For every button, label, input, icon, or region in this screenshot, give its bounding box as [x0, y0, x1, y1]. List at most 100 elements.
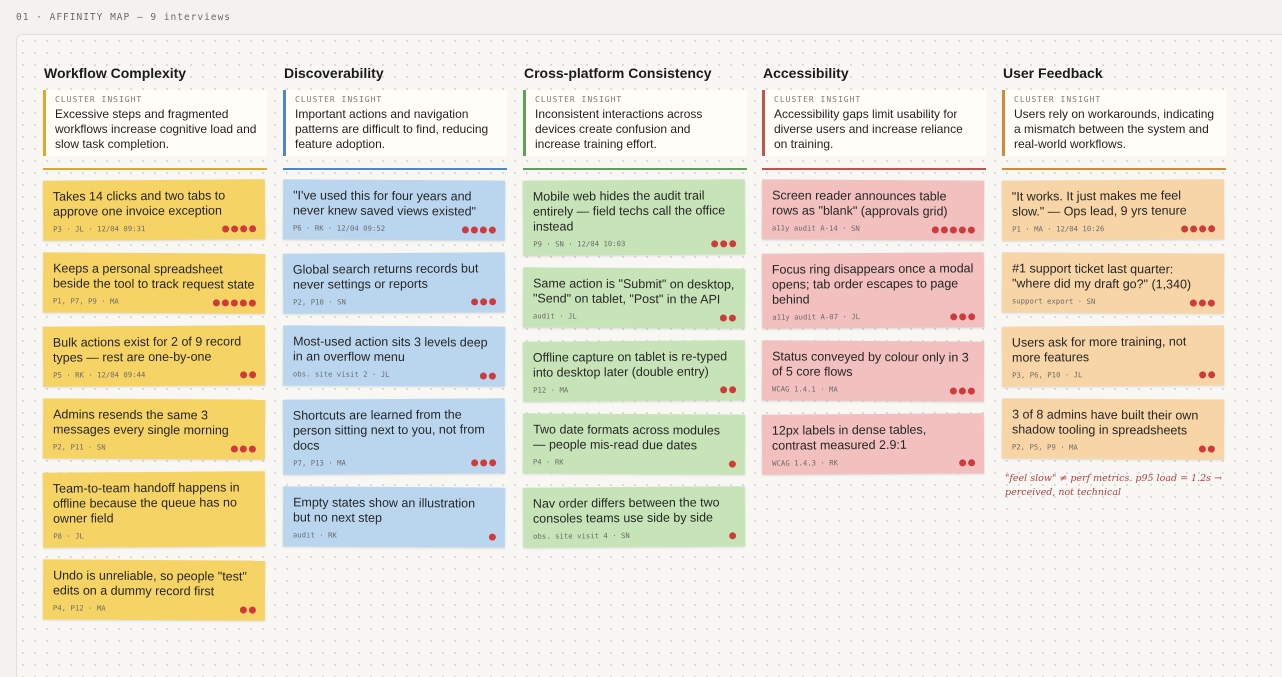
vote-dot — [1207, 370, 1216, 379]
sticky-note[interactable]: Screen reader announces table rows as "b… — [761, 179, 985, 241]
cluster-insight[interactable]: CLUSTER INSIGHT Users rely on workaround… — [1002, 90, 1226, 156]
sticky-note[interactable]: Same action is "Submit" on desktop, "Sen… — [522, 267, 746, 329]
note-meta: WCAG 1.4.1 · MA — [771, 384, 838, 394]
note-text: Bulk actions exist for 2 of 9 record typ… — [52, 334, 242, 365]
vote-dots — [461, 225, 496, 234]
vote-dot — [479, 458, 488, 467]
note-meta: P2, P10 · SN — [293, 297, 346, 307]
insight-label: CLUSTER INSIGHT — [774, 95, 862, 104]
note-meta: P4, P12 · MA — [52, 603, 106, 613]
sticky-note[interactable]: 3 of 8 admins have built their own shado… — [1001, 398, 1225, 460]
vote-dot — [967, 312, 976, 321]
vote-dot — [1189, 298, 1197, 307]
sticky-note[interactable]: Team-to-team handoff happens in offline … — [42, 471, 266, 548]
vote-dot — [958, 226, 966, 234]
vote-dot — [221, 224, 230, 233]
cluster-accessibility: Accessibility CLUSTER INSIGHT Accessibil… — [761, 65, 986, 487]
vote-dots — [949, 386, 975, 395]
sticky-note[interactable]: Global search returns records but never … — [282, 252, 506, 314]
sticky-note[interactable]: Most-used action sits 3 levels deep in a… — [282, 325, 506, 387]
insight-label: CLUSTER INSIGHT — [535, 95, 623, 104]
note-text: Global search returns records but never … — [292, 261, 479, 292]
sticky-note[interactable]: Bulk actions exist for 2 of 9 record typ… — [42, 325, 266, 387]
note-meta: a11y audit A-07 · JL — [772, 312, 861, 322]
note-text: "I've used this for four years and never… — [292, 188, 477, 219]
note-meta: support export · SN — [1011, 296, 1096, 306]
note-text: Most-used action sits 3 levels deep in a… — [292, 334, 488, 365]
vote-dot — [212, 298, 220, 307]
sticky-note[interactable]: "I've used this for four years and never… — [282, 179, 506, 241]
vote-dot — [967, 458, 976, 467]
sticky-note[interactable]: Admins resends the same 3 messages every… — [42, 398, 266, 460]
note-text: Users ask for more training, not more fe… — [1011, 334, 1187, 365]
note-meta: P3, P6, P10 · JL — [1012, 370, 1083, 380]
sticky-note[interactable]: Shortcuts are learned from the person si… — [282, 398, 506, 475]
sticky-note[interactable]: Focus ring disappears once a modal opens… — [761, 252, 985, 329]
vote-dots — [470, 297, 497, 306]
cluster-insight[interactable]: CLUSTER INSIGHT Accessibility gaps limit… — [762, 90, 986, 156]
sticky-note[interactable]: Keeps a personal spreadsheet beside the … — [42, 252, 266, 314]
note-text: #1 support ticket last quarter: "where d… — [1011, 261, 1192, 292]
vote-dot — [248, 370, 257, 379]
note-meta: P4 · RK — [532, 457, 564, 467]
vote-dots — [1198, 370, 1216, 379]
cluster-workflow-complexity: Workflow Complexity CLUSTER INSIGHT Exce… — [42, 65, 267, 633]
cluster-insight[interactable]: CLUSTER INSIGHT Inconsistent interaction… — [523, 90, 747, 156]
sticky-note[interactable]: Status conveyed by colour only in 3 of 5… — [761, 340, 985, 402]
note-text: Takes 14 clicks and two tabs to approve … — [52, 188, 226, 219]
sticky-note[interactable]: Offline capture on tablet is re-typed in… — [522, 340, 746, 402]
cluster-title[interactable]: Discoverability — [284, 65, 384, 81]
vote-dots — [1189, 298, 1215, 307]
vote-dot — [958, 458, 967, 467]
sticky-note[interactable]: "It works. It just makes me feel slow." … — [1001, 179, 1225, 241]
vote-dot — [239, 606, 247, 614]
affinity-board[interactable]: Workflow Complexity CLUSTER INSIGHT Exce… — [16, 34, 1282, 677]
vote-dots — [239, 370, 257, 379]
sticky-note[interactable]: Nav order differs between the two consol… — [522, 486, 746, 548]
handwritten-annotation[interactable]: "feel slow" ≠ perf metrics. p95 load = 1… — [1005, 473, 1223, 498]
vote-dots — [728, 531, 737, 540]
note-text: Two date formats across modules — people… — [532, 422, 721, 453]
cluster-title[interactable]: Workflow Complexity — [44, 65, 187, 81]
cluster-insight[interactable]: CLUSTER INSIGHT Excessive steps and frag… — [43, 90, 267, 156]
sticky-note[interactable]: Empty states show an illustration but no… — [282, 486, 506, 548]
note-meta: obs. site visit 4 · SN — [533, 531, 630, 541]
note-text: Status conveyed by colour only in 3 of 5… — [771, 349, 969, 379]
vote-dots — [949, 312, 976, 321]
cluster-title[interactable]: User Feedback — [1003, 65, 1103, 81]
sticky-note[interactable]: Mobile web hides the audit trail entirel… — [522, 179, 746, 256]
vote-dot — [949, 386, 957, 395]
vote-dot — [949, 312, 958, 321]
vote-dot — [248, 224, 257, 233]
sticky-note[interactable]: 12px labels in dense tables, contrast me… — [761, 413, 985, 475]
vote-dots — [719, 314, 736, 322]
vote-dot — [1198, 224, 1207, 233]
vote-dots — [931, 225, 975, 234]
vote-dot — [728, 460, 736, 468]
sticky-note[interactable]: Takes 14 clicks and two tabs to approve … — [42, 179, 266, 241]
vote-dot — [239, 299, 247, 307]
cluster-divider — [43, 168, 267, 170]
sticky-note[interactable]: Two date formats across modules — people… — [522, 413, 746, 475]
sticky-note[interactable]: #1 support ticket last quarter: "where d… — [1001, 252, 1225, 314]
vote-dot — [239, 224, 248, 233]
cluster-title[interactable]: Accessibility — [763, 65, 849, 81]
note-meta: P2, P11 · SN — [52, 442, 106, 452]
vote-dot — [1198, 299, 1206, 307]
note-text: Mobile web hides the audit trail entirel… — [532, 188, 726, 234]
note-text: 3 of 8 admins have built their own shado… — [1011, 407, 1199, 438]
sticky-note[interactable]: Users ask for more training, not more fe… — [1001, 325, 1225, 387]
cluster-divider — [523, 168, 747, 170]
cluster-title[interactable]: Cross-platform Consistency — [524, 65, 712, 81]
insight-text: Users rely on workarounds, indicating a … — [1014, 107, 1215, 151]
note-meta: P8 · JL — [53, 531, 84, 541]
sticky-note[interactable]: Undo is unreliable, so people "test" edi… — [42, 559, 266, 621]
cluster-insight[interactable]: CLUSTER INSIGHT Important actions and na… — [283, 90, 507, 156]
insight-text: Inconsistent interactions across devices… — [535, 107, 703, 151]
cluster-discoverability: Discoverability CLUSTER INSIGHT Importan… — [282, 65, 507, 560]
vote-dot — [248, 299, 256, 307]
note-text: Team-to-team handoff happens in offline … — [52, 480, 240, 526]
vote-dot — [949, 225, 957, 234]
vote-dots — [1198, 445, 1215, 453]
vote-dot — [940, 225, 948, 234]
